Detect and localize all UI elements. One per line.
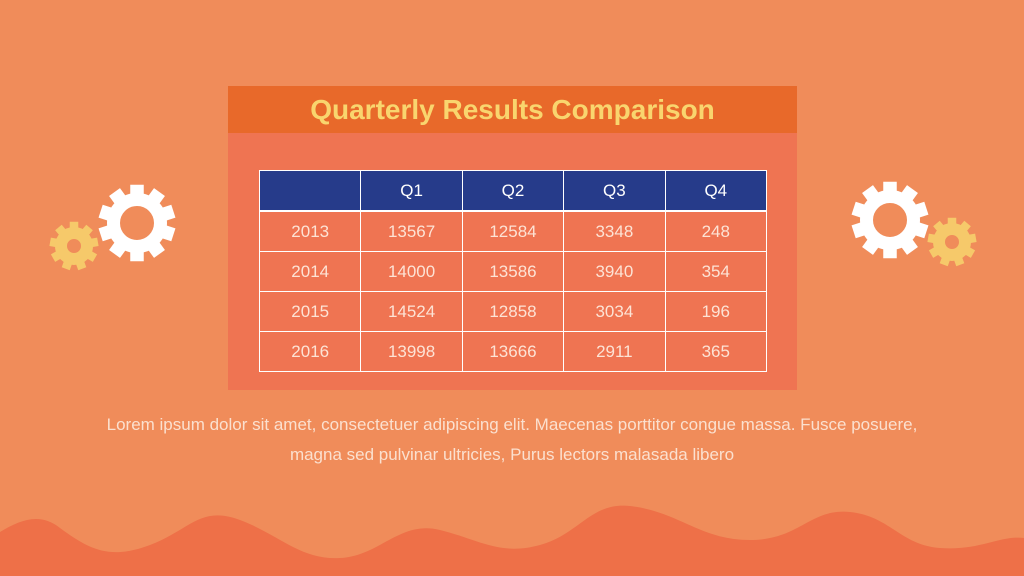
table-panel: Quarterly Results Comparison Q1 Q2 Q3 Q4 20… bbox=[228, 86, 797, 390]
table-row: 2015 14524 12858 3034 196 bbox=[258, 291, 768, 332]
table-row: 2013 13567 12584 3348 248 bbox=[258, 210, 768, 252]
table-cell: 2016 bbox=[258, 331, 362, 372]
title-bar: Quarterly Results Comparison bbox=[228, 86, 797, 133]
table-cell: 13666 bbox=[461, 331, 565, 372]
header-cell: Q4 bbox=[664, 170, 768, 212]
corner-cell bbox=[258, 170, 362, 212]
table-cell: 12584 bbox=[461, 210, 565, 252]
header-cell: Q3 bbox=[563, 170, 666, 212]
table-cell: 13998 bbox=[360, 331, 463, 372]
table-row: 2014 14000 13586 3940 354 bbox=[258, 251, 768, 292]
gear-icon bbox=[98, 184, 176, 262]
table-row: 2016 13998 13666 2911 365 bbox=[258, 331, 768, 372]
table-cell: 12858 bbox=[461, 291, 565, 332]
table-cell: 13586 bbox=[461, 251, 565, 292]
table-cell: 2013 bbox=[258, 210, 362, 252]
gear-icon bbox=[927, 217, 977, 267]
table-cell: 2911 bbox=[563, 331, 666, 372]
table-cell: 196 bbox=[664, 291, 768, 332]
gear-icon bbox=[49, 221, 99, 271]
table-cell: 3034 bbox=[563, 291, 666, 332]
table-cell: 354 bbox=[664, 251, 768, 292]
gear-icon bbox=[851, 181, 929, 259]
header-cell: Q2 bbox=[461, 170, 565, 212]
table-cell: 248 bbox=[664, 210, 768, 252]
table-cell: 2014 bbox=[258, 251, 362, 292]
table-cell: 365 bbox=[664, 331, 768, 372]
table-cell: 14524 bbox=[360, 291, 463, 332]
header-row: Q1 Q2 Q3 Q4 bbox=[258, 170, 768, 212]
wave bbox=[0, 505, 1024, 576]
table-cell: 2015 bbox=[258, 291, 362, 332]
table-cell: 14000 bbox=[360, 251, 463, 292]
header-cell: Q1 bbox=[360, 170, 463, 212]
title: Quarterly Results Comparison bbox=[310, 93, 715, 125]
table-cell: 3940 bbox=[563, 251, 666, 292]
table-cell: 3348 bbox=[563, 210, 666, 252]
results-table: Q1 Q2 Q3 Q4 2013 13567 12584 3348 248 2014 14000 1… bbox=[258, 170, 768, 372]
table-cell: 13567 bbox=[360, 210, 463, 252]
paragraph: Lorem ipsum dolor sit amet, consectetuer… bbox=[106, 415, 918, 464]
